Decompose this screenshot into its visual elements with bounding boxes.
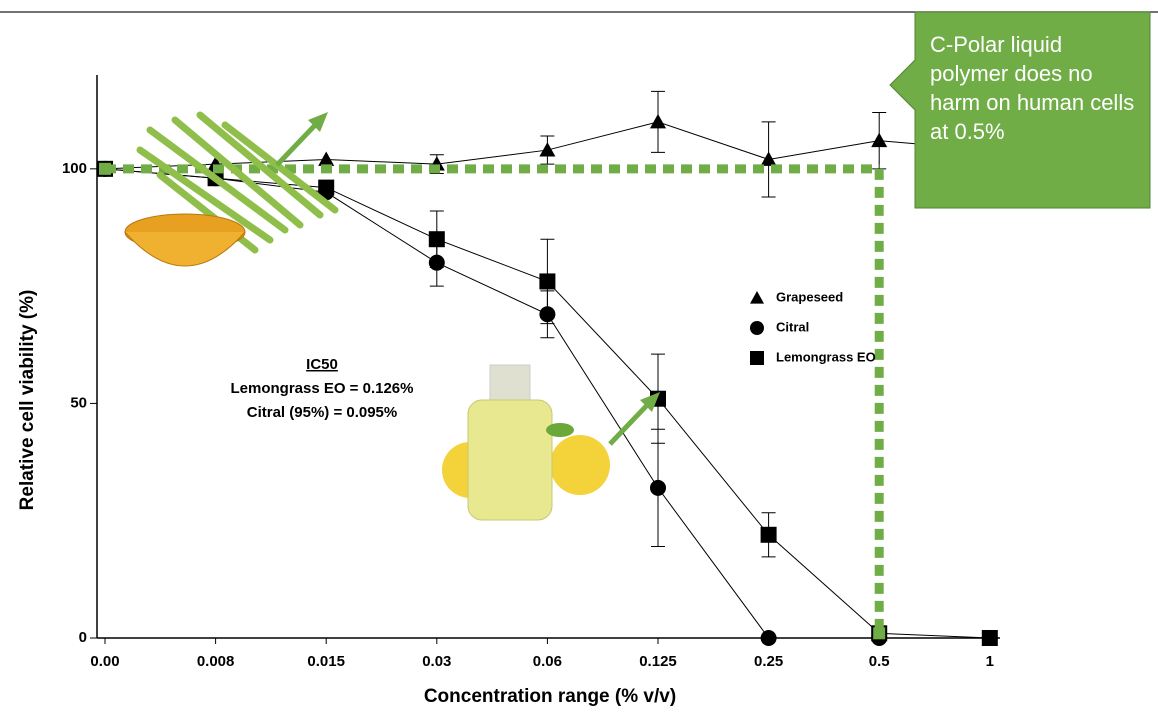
point [318,179,335,196]
point [318,151,335,166]
legend-label: Citral [776,319,809,334]
point [871,132,888,148]
y-tick-label: 50 [70,394,87,411]
point [539,273,556,290]
highlight-point [873,627,886,640]
y-tick-label: 100 [62,160,87,177]
x-tick-label: 0.03 [422,653,451,670]
callout-text: C-Polar liquid polymer does no harm on h… [930,32,1135,144]
x-tick-label: 0.00 [90,653,119,670]
point [428,231,445,248]
lemongrass-image [124,111,339,267]
point [760,526,777,543]
point [760,151,777,166]
x-tick-label: 0.25 [754,653,783,670]
x-axis-title: Concentration range (% v/v) [424,686,676,707]
ic50-text: Citral (95%) = 0.095% [247,404,398,421]
legend: Grapeseed Citral Lemongrass EO [750,289,876,365]
x-tick-label: 0.5 [869,653,890,670]
point [539,142,556,157]
legend-label: Grapeseed [776,289,843,304]
x-tick-label: 0.06 [533,653,562,670]
x-tick-label: 0.015 [307,653,345,670]
point [760,630,777,646]
ic50-title: IC50 [306,356,338,373]
arrows [275,112,660,446]
y-tick-label: 0 [79,629,87,646]
point [750,351,764,365]
y-axis-title: Relative cell viability (%) [17,290,38,511]
ic50-text: Lemongrass EO = 0.126% [230,380,413,397]
x-tick-label: 0.008 [197,653,235,670]
highlight-point [99,162,111,175]
point [650,479,666,496]
callout: C-Polar liquid polymer does no harm on h… [889,11,1151,209]
point [981,630,998,646]
legend-label: Lemongrass EO [776,349,876,364]
point [650,113,666,129]
point [750,321,764,335]
x-tick-label: 1 [986,653,994,670]
point [750,291,764,304]
lemon-oil-image [442,364,610,521]
x-tick-label: 0.125 [639,653,677,670]
